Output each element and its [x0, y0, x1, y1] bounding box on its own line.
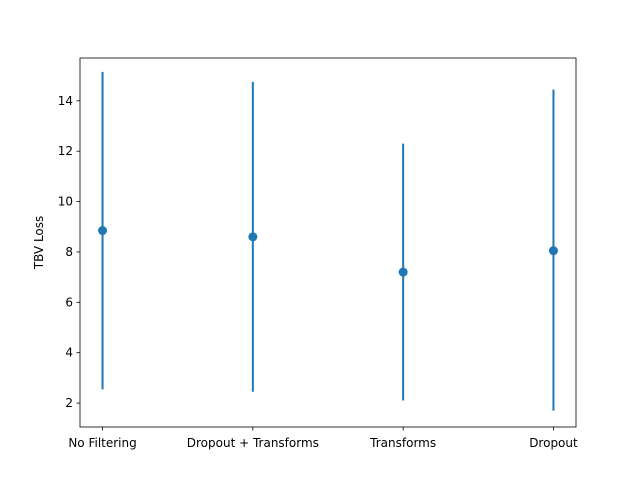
data-layer: [98, 71, 558, 411]
y-tick-label: 6: [65, 295, 73, 309]
y-tick-label: 10: [58, 195, 73, 209]
x-tick-label: No Filtering: [68, 436, 136, 450]
y-tick-label: 12: [58, 144, 73, 158]
y-tick-label: 14: [58, 94, 73, 108]
data-point: [548, 246, 558, 256]
y-tick-label: 4: [65, 346, 73, 360]
y-tick-label: 2: [65, 396, 73, 410]
x-tick-label: Dropout: [529, 436, 578, 450]
y-axis-label: TBV Loss: [32, 216, 46, 271]
x-tick-label: Transforms: [369, 436, 436, 450]
x-tick-label: Dropout + Transforms: [187, 436, 319, 450]
axis-layer: 2 4 6 8 10 12 14 No Filtering Dropout + Transfor…: [58, 94, 578, 450]
data-point: [248, 232, 258, 242]
plot-frame: [79, 57, 577, 428]
data-point: [98, 226, 108, 236]
y-tick-label: 8: [65, 245, 73, 259]
data-point: [398, 267, 408, 277]
